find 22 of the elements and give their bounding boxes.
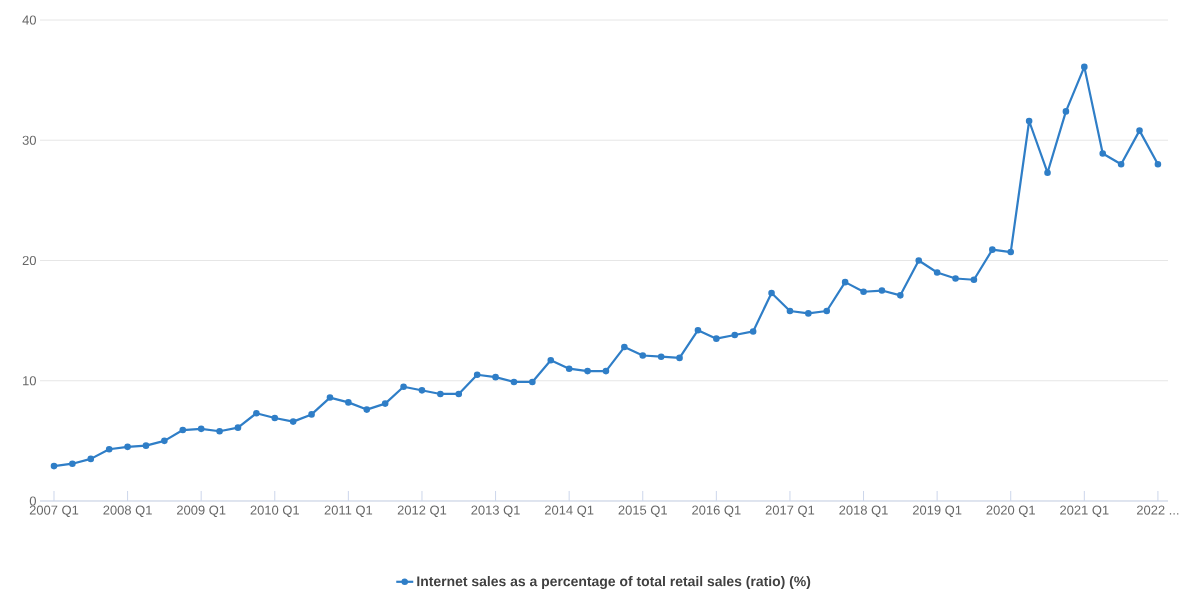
x-tick-label: 2020 Q1 <box>986 505 1035 517</box>
legend-label: Internet sales as a percentage of total retail sales (ratio) (%) <box>417 575 811 590</box>
y-tick-label: 0 <box>29 496 36 506</box>
y-tick-label: 20 <box>22 255 36 266</box>
x-tick-label: 2014 Q1 <box>544 505 594 517</box>
y-tick-label: 10 <box>23 376 36 386</box>
x-tick-label: 2012 Q1 <box>397 505 447 517</box>
x-tick-label: 2013 Q1 <box>471 505 520 517</box>
x-tick-label: 2007 Q1 <box>29 505 79 517</box>
x-tick-label: 2017 Q1 <box>765 505 815 517</box>
x-tick-label: 2015 Q1 <box>618 505 667 517</box>
x-tick-label: 2009 Q1 <box>177 505 226 517</box>
x-tick-label: 2011 Q1 <box>324 505 373 517</box>
y-tick-label: 30 <box>22 135 36 145</box>
x-tick-label: 2010 Q1 <box>250 505 299 517</box>
x-tick-label: 2008 Q1 <box>103 505 152 517</box>
x-tick-label: 2019 Q1 <box>912 505 962 517</box>
y-tick-label: 40 <box>22 15 36 25</box>
x-tick-label: 2021 Q1 <box>1060 505 1109 517</box>
x-tick-label: 2018 Q1 <box>839 505 888 517</box>
x-tick-label: 2022 ... <box>1136 505 1179 515</box>
x-tick-label: 2016 Q1 <box>692 505 741 517</box>
